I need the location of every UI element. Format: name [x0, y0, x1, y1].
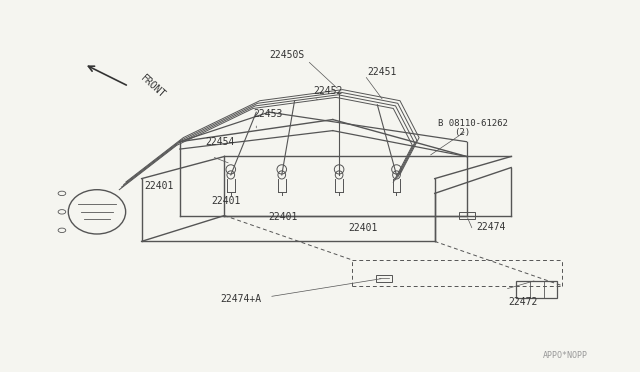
Text: 22401: 22401: [211, 196, 241, 206]
Bar: [376, 275, 392, 282]
Text: 22472: 22472: [508, 297, 538, 307]
Bar: [459, 212, 474, 219]
Text: 22452: 22452: [314, 86, 343, 96]
Text: 22474+A: 22474+A: [220, 294, 261, 304]
Text: FRONT: FRONT: [138, 74, 167, 100]
Text: 22401: 22401: [144, 181, 173, 191]
Text: B 08110-61262: B 08110-61262: [438, 119, 508, 128]
Text: 22451: 22451: [368, 67, 397, 77]
Text: 22453: 22453: [253, 109, 282, 119]
Text: (2): (2): [454, 128, 470, 137]
Text: 22450S: 22450S: [269, 50, 304, 60]
Text: 22401: 22401: [349, 224, 378, 234]
Text: 22454: 22454: [205, 137, 235, 147]
Text: APPO*NOPP: APPO*NOPP: [543, 350, 588, 359]
Text: 22401: 22401: [268, 212, 298, 222]
Text: 22474: 22474: [476, 222, 506, 232]
